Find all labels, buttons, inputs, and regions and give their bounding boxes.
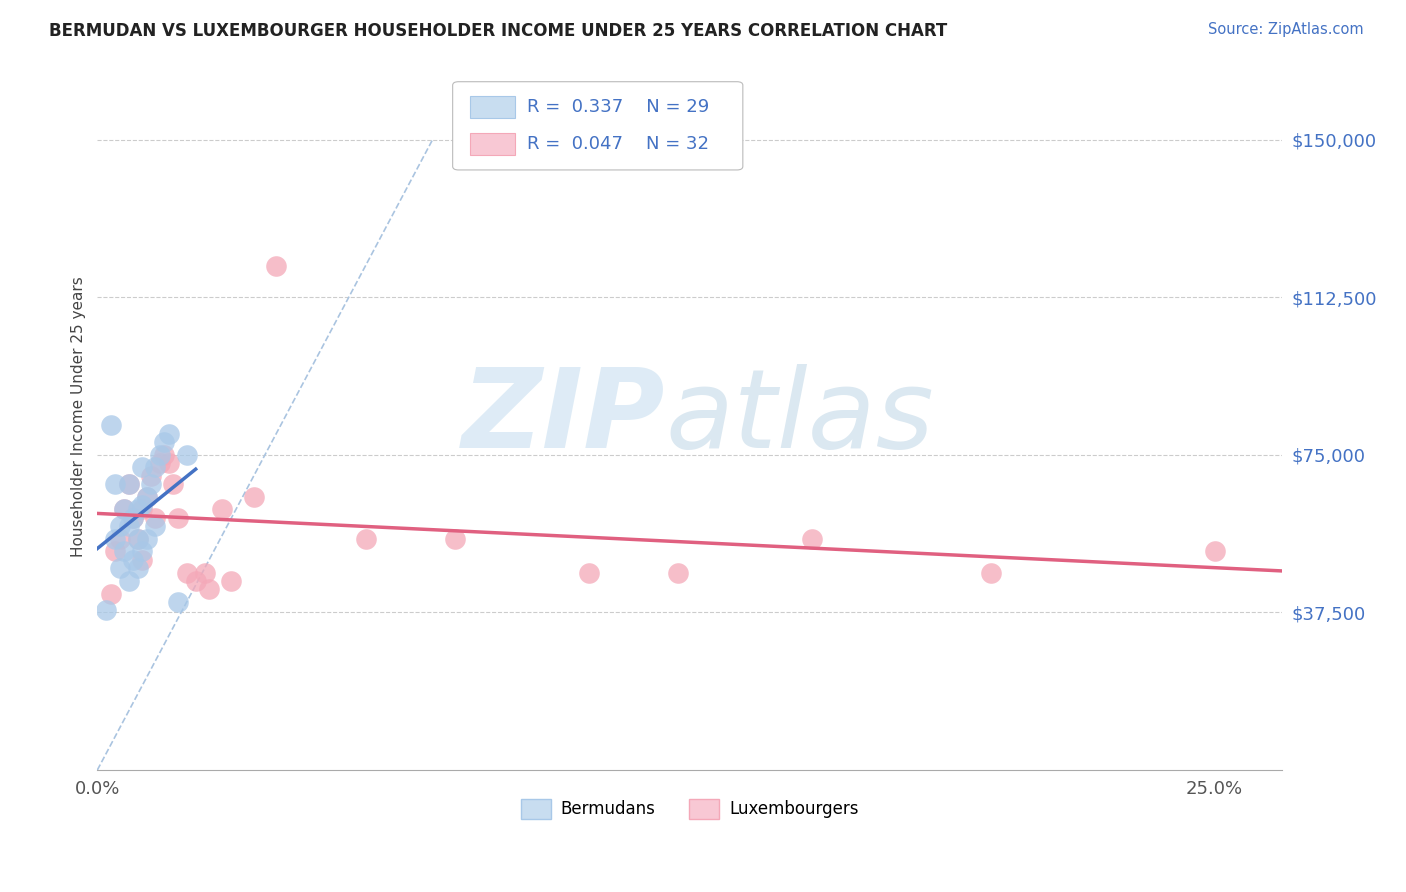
Point [149, 448, 172, 462]
Text: Source: ZipAtlas.com: Source: ZipAtlas.com [1208, 22, 1364, 37]
Point [157, 456, 180, 470]
Point [122, 553, 145, 567]
Text: atlas: atlas [666, 364, 935, 470]
Point [145, 519, 167, 533]
Y-axis label: Householder Income Under 25 years: Householder Income Under 25 years [72, 277, 86, 558]
Point [108, 519, 131, 533]
Point [980, 566, 1002, 580]
Point [117, 519, 139, 533]
Bar [471, 133, 516, 155]
Bar [471, 95, 516, 119]
FancyBboxPatch shape [453, 82, 742, 170]
Point [578, 566, 600, 580]
Point [131, 498, 153, 512]
Point [242, 490, 264, 504]
Text: BERMUDAN VS LUXEMBOURGER HOUSEHOLDER INCOME UNDER 25 YEARS CORRELATION CHART: BERMUDAN VS LUXEMBOURGER HOUSEHOLDER INC… [49, 22, 948, 40]
Point [122, 511, 145, 525]
Point [135, 490, 157, 504]
Point [354, 532, 377, 546]
Point [145, 511, 167, 525]
Point [184, 574, 207, 588]
Point [127, 502, 149, 516]
Point [149, 456, 172, 470]
Point [108, 532, 131, 546]
Point [157, 426, 180, 441]
Point [112, 502, 135, 516]
Point [117, 574, 139, 588]
Point [166, 511, 188, 525]
Point [131, 544, 153, 558]
Point [221, 574, 243, 588]
Point [96, 603, 118, 617]
Point [145, 460, 167, 475]
Point [112, 502, 135, 516]
Point [122, 511, 145, 525]
Text: R =  0.337    N = 29: R = 0.337 N = 29 [527, 98, 710, 116]
Point [117, 477, 139, 491]
Point [131, 460, 153, 475]
Point [104, 544, 127, 558]
Point [108, 561, 131, 575]
Text: R =  0.047    N = 32: R = 0.047 N = 32 [527, 135, 709, 153]
Point [100, 418, 122, 433]
Point [139, 468, 162, 483]
Legend: Bermudans, Luxembourgers: Bermudans, Luxembourgers [515, 793, 865, 825]
Point [264, 259, 287, 273]
Point [153, 448, 176, 462]
Point [104, 532, 127, 546]
Point [666, 566, 689, 580]
Point [139, 477, 162, 491]
Point [153, 435, 176, 450]
Point [176, 566, 198, 580]
Point [127, 561, 149, 575]
Point [166, 595, 188, 609]
Point [1204, 544, 1226, 558]
Point [112, 544, 135, 558]
Point [162, 477, 184, 491]
Point [444, 532, 467, 546]
Point [194, 566, 217, 580]
Point [131, 553, 153, 567]
Point [198, 582, 221, 597]
Point [801, 532, 824, 546]
Point [135, 532, 157, 546]
Point [127, 532, 149, 546]
Point [135, 490, 157, 504]
Text: ZIP: ZIP [463, 364, 666, 470]
Point [131, 502, 153, 516]
Point [176, 448, 198, 462]
Point [117, 477, 139, 491]
Point [104, 477, 127, 491]
Point [127, 532, 149, 546]
Point [211, 502, 233, 516]
Point [100, 586, 122, 600]
